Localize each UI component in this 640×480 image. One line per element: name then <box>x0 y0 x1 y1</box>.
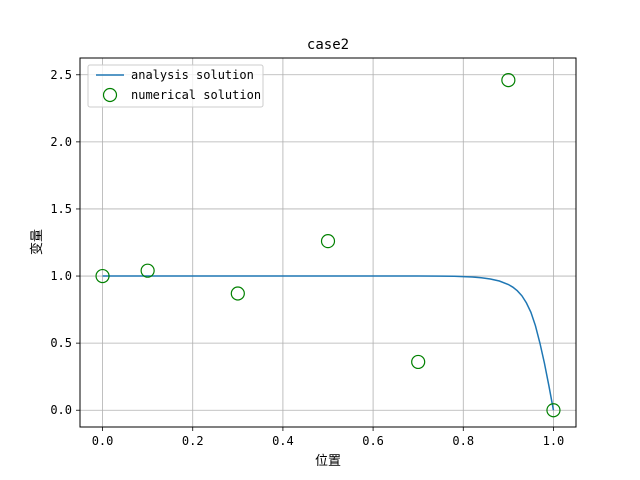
data-point <box>501 73 516 88</box>
data-point <box>411 354 426 370</box>
x-axis: 0.0 0.2 0.4 0.6 0.8 1.0 <box>92 427 565 448</box>
y-tick-label: 2.0 <box>50 135 72 149</box>
data-point <box>95 268 110 284</box>
data-point <box>230 286 245 301</box>
grid <box>80 58 576 427</box>
y-axis-label: 变量 <box>29 229 45 255</box>
y-tick-label: 0.0 <box>50 403 72 417</box>
chart-title: case2 <box>307 37 349 53</box>
y-axis: 0.0 0.5 1.0 1.5 2.0 2.5 <box>50 68 80 417</box>
data-point <box>546 403 561 418</box>
y-tick-label: 2.5 <box>50 68 72 82</box>
data-point <box>140 263 155 278</box>
x-axis-label: 位置 <box>315 454 341 469</box>
x-tick-label: 0.0 <box>92 434 114 448</box>
legend-marker-swatch <box>102 87 118 103</box>
axes-frame <box>79 57 577 428</box>
data-point <box>320 234 336 249</box>
x-tick-label: 0.6 <box>362 434 384 448</box>
x-tick-label: 1.0 <box>543 434 565 448</box>
y-tick-label: 0.5 <box>50 336 72 350</box>
plot-area <box>95 73 561 418</box>
y-tick-label: 1.5 <box>50 202 72 216</box>
legend-box <box>87 64 264 108</box>
x-tick-label: 0.2 <box>182 434 204 448</box>
legend-label: numerical solution <box>131 88 261 102</box>
legend-label: analysis solution <box>131 68 254 82</box>
y-tick-label: 1.0 <box>50 269 72 283</box>
series-line-analysis-solution <box>102 275 555 411</box>
legend: analysis solution numerical solution <box>87 64 264 108</box>
x-tick-label: 0.4 <box>272 434 294 448</box>
x-tick-label: 0.8 <box>452 434 474 448</box>
